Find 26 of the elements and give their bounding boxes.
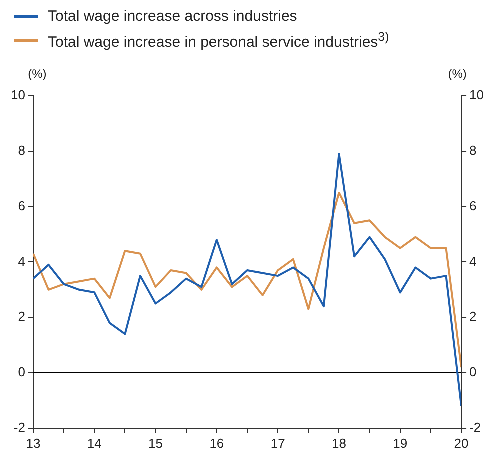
x-tick-label: 14 [87,436,102,451]
y2-tick-label: 0 [470,364,477,380]
y-axis-title: (%) [28,67,47,81]
y-tick-label: 8 [18,142,26,158]
x-tick-label: 13 [26,436,41,451]
y2-tick-label: 6 [470,198,477,214]
x-tick-label: 15 [148,436,164,451]
y2-axis-title: (%) [448,67,467,81]
y-tick-label: 2 [18,309,26,324]
x-tick-label: 18 [332,436,346,451]
y2-tick-label: 8 [470,142,477,158]
legend-label: Total wage increase across industries [48,8,298,25]
y-tick-label: 10 [10,88,26,103]
x-tick-label: 19 [393,436,408,451]
y2-tick-label: 10 [470,88,484,103]
x-tick-label: 20 [454,436,469,451]
y-tick-label: -2 [14,420,26,435]
y2-tick-label: 4 [470,254,477,269]
x-tick-label: 17 [270,436,286,451]
y2-tick-label: 2 [470,309,477,324]
y-tick-label: 0 [18,364,26,380]
y2-tick-label: -2 [470,420,482,435]
y-tick-label: 6 [18,198,26,214]
y-tick-label: 4 [18,254,26,269]
legend-label: Total wage increase in personal service industries$^{3)}$ [48,30,390,51]
x-tick-label: 16 [210,436,224,451]
